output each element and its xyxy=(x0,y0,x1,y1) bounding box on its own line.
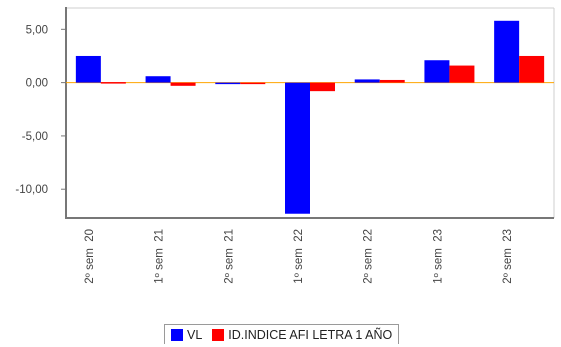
legend-swatch-series-2 xyxy=(212,328,225,341)
bar-series-2-3 xyxy=(240,82,266,85)
x-tick-label: 2º sem 22 xyxy=(363,229,375,284)
legend-label-series-2: ID.INDICE AFI LETRA 1 AÑO xyxy=(228,327,393,342)
bar-series-2-6 xyxy=(449,65,475,83)
bar-series-1-1 xyxy=(75,55,101,83)
legend-swatch-series-1 xyxy=(171,328,183,341)
bar-series-2-4 xyxy=(310,82,335,92)
legend: VL ID.INDICE AFI LETRA 1 AÑO xyxy=(164,324,400,344)
bar-series-2-5 xyxy=(379,79,405,83)
bar-series-2-1 xyxy=(100,82,126,84)
bar-series-1-3 xyxy=(215,82,241,85)
bar-series-1-6 xyxy=(424,60,450,83)
bar-series-2-2 xyxy=(170,82,196,86)
bar-series-1-2 xyxy=(145,76,171,83)
x-tick-label: 1º sem 21 xyxy=(154,229,166,284)
x-tick-label: 2º sem 23 xyxy=(502,229,514,284)
legend-item-series-2: ID.INDICE AFI LETRA 1 AÑO xyxy=(212,328,392,342)
x-axis-ticks: 2º sem 20 1º sem 21 2º sem 21 1º sem 22 2º s… xyxy=(84,229,514,284)
x-tick-label: 2º sem 21 xyxy=(223,229,235,284)
bar-series-1-5 xyxy=(354,79,380,83)
bar-series-2-7 xyxy=(519,55,545,83)
y-tick-label: 0,00 xyxy=(26,78,48,90)
bar-series-1-7 xyxy=(494,20,520,83)
legend-label-series-1: VL xyxy=(187,327,203,342)
x-tick-label: 1º sem 23 xyxy=(432,229,444,284)
y-tick-label: -10,00 xyxy=(15,184,48,196)
bars-group xyxy=(75,20,545,214)
y-axis-ticks: 5,00 0,00 -5,00 -10,00 xyxy=(15,24,66,196)
x-tick-label: 1º sem 22 xyxy=(293,229,305,284)
y-tick-label: 5,00 xyxy=(26,24,48,36)
bar-series-1-4 xyxy=(285,82,310,214)
y-tick-label: -5,00 xyxy=(22,131,48,143)
x-tick-label: 2º sem 20 xyxy=(84,229,96,284)
plot-frame xyxy=(65,7,555,219)
legend-item-series-1: VL xyxy=(171,328,202,342)
